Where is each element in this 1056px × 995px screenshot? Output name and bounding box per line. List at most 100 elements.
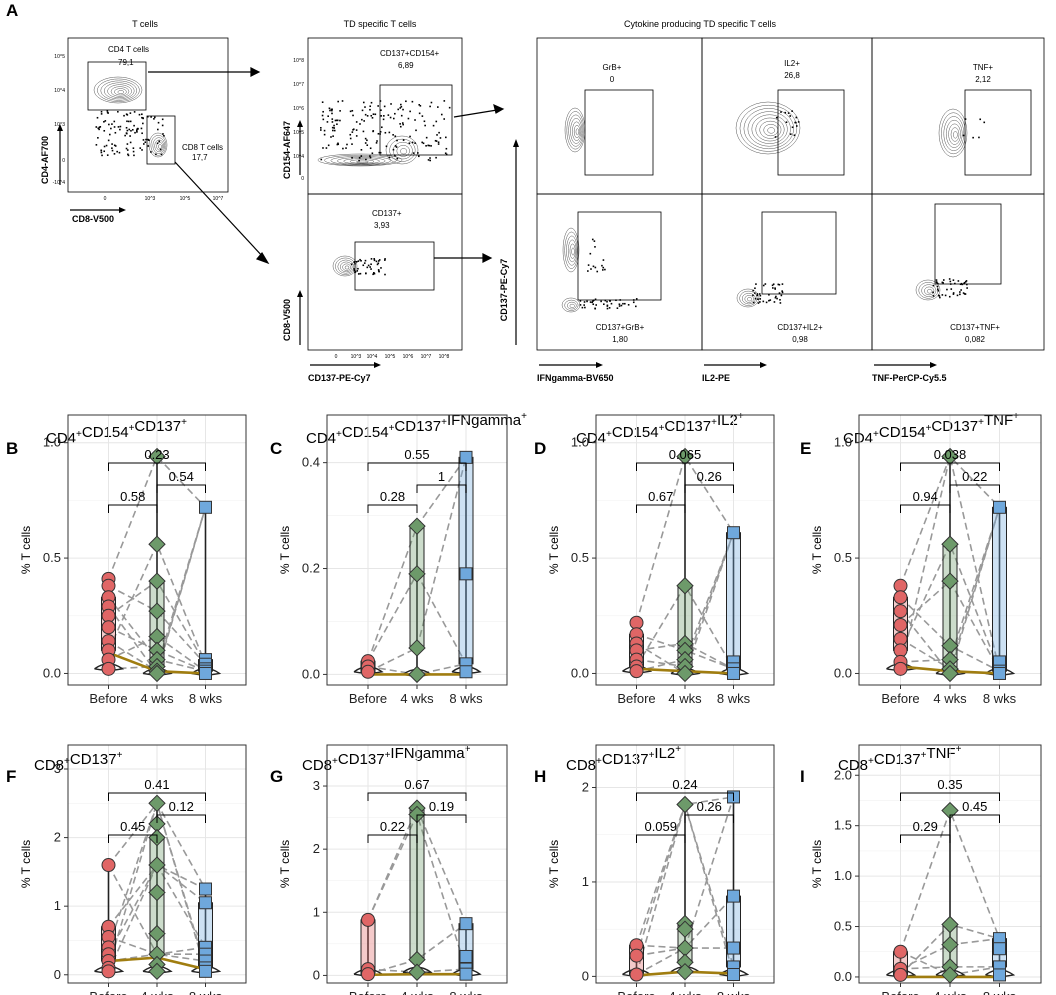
- bracket-before-8wks: [108, 462, 206, 471]
- cd4-grb-contour: [566, 111, 585, 150]
- t-cells-y-tick: 10^4: [54, 88, 65, 94]
- bracket-4wks-8wks-label: 0.19: [429, 799, 454, 814]
- event-dot: [328, 107, 331, 110]
- event-dot: [371, 152, 374, 155]
- event-dot: [147, 115, 149, 118]
- event-dot: [963, 281, 966, 284]
- cd4-grb-contour: [572, 121, 582, 141]
- event-dot: [106, 110, 109, 112]
- cytokine-contours: [561, 101, 986, 313]
- event-dot: [380, 126, 383, 129]
- event-dot: [97, 137, 99, 139]
- cd8-contour: [332, 255, 358, 277]
- y-tick-label: 0: [54, 967, 61, 982]
- event-dot: [789, 133, 792, 135]
- event-dot: [377, 269, 380, 271]
- cd8-grb-contour: [571, 247, 575, 256]
- event-dot: [349, 137, 352, 140]
- x-tick-label: 8 wks: [717, 989, 751, 995]
- x-tick-label: 4 wks: [668, 691, 702, 706]
- box: [992, 506, 1007, 672]
- event-dot: [752, 301, 755, 304]
- event-dot: [579, 304, 582, 306]
- panel-label: I: [800, 767, 805, 786]
- panel-label: G: [270, 767, 283, 786]
- bracket-4wks-8wks: [684, 484, 734, 493]
- bracket-before-4wks-label: 0.58: [120, 489, 145, 504]
- event-dot: [593, 240, 596, 242]
- event-dot: [380, 267, 382, 269]
- tnf-top-gate: [964, 89, 1032, 176]
- event-dot: [776, 297, 778, 300]
- event-dot: [128, 128, 131, 131]
- point-8wks: [727, 889, 740, 903]
- event-dot: [369, 155, 371, 157]
- chart-title: CD8+CD137+TNF+: [838, 744, 962, 774]
- cd8-population-contour: [148, 132, 168, 158]
- t-cells-y-tick: 0: [62, 158, 65, 164]
- y-tick-label: 0.0: [43, 665, 61, 680]
- event-dot: [417, 152, 419, 154]
- event-dot: [394, 112, 396, 115]
- event-dot: [402, 108, 404, 111]
- grb-top-gate-value: 0: [610, 75, 615, 84]
- event-dot: [369, 108, 371, 111]
- cd8-il2-contour: [736, 288, 760, 308]
- event-dot: [791, 110, 793, 112]
- event-dot: [136, 127, 139, 130]
- event-dot: [362, 101, 365, 104]
- event-dot: [379, 100, 382, 102]
- event-dot: [768, 299, 770, 302]
- bracket-before-8wks-label: 0.065: [669, 447, 702, 462]
- pairing-line: [108, 626, 206, 672]
- event-dot: [602, 269, 604, 271]
- point-8wks: [459, 917, 473, 931]
- event-dot: [418, 104, 421, 106]
- event-dot: [966, 283, 968, 286]
- event-dot: [591, 301, 593, 304]
- event-dot: [113, 126, 116, 128]
- y-axis-label: % T cells: [547, 526, 561, 574]
- y-tick-label: 0.4: [302, 455, 320, 470]
- event-dot: [322, 110, 324, 113]
- event-dot: [768, 293, 770, 296]
- event-dot: [372, 130, 375, 132]
- event-dot: [759, 294, 762, 297]
- event-dot: [134, 131, 136, 134]
- event-dot: [336, 119, 339, 122]
- cd4-contour: [356, 160, 369, 163]
- pairing-line: [367, 923, 467, 975]
- event-dot: [609, 299, 611, 302]
- event-dot: [100, 149, 103, 152]
- event-dot: [583, 304, 585, 306]
- event-dot: [395, 146, 398, 148]
- cd8-tnf-contour: [921, 284, 937, 297]
- event-dot: [362, 130, 365, 133]
- event-dot: [762, 300, 765, 303]
- points-4wks: [148, 794, 166, 981]
- event-dot: [591, 238, 594, 241]
- event-dot: [349, 133, 352, 136]
- event-dot: [949, 280, 952, 283]
- significance-brackets: 0.350.45 0.29: [900, 777, 1000, 843]
- y-tick-label: 0.5: [43, 550, 61, 565]
- event-dot: [618, 305, 621, 307]
- event-dot: [153, 118, 155, 120]
- event-dot: [606, 300, 608, 303]
- event-dot: [325, 147, 328, 149]
- event-dot: [351, 109, 354, 112]
- td-y-ticks: 10^8 10^7 10^6 10^5 10^4 0: [293, 58, 304, 182]
- event-dot: [756, 294, 759, 297]
- event-dot: [364, 113, 367, 116]
- event-dot: [370, 258, 373, 260]
- event-dot: [601, 264, 603, 267]
- point-before: [361, 912, 375, 927]
- bracket-before-8wks: [367, 792, 467, 801]
- points-before: [101, 858, 116, 979]
- bracket-before-8wks-label: 0.35: [937, 777, 962, 792]
- y-tick-label: 2: [582, 780, 589, 795]
- cd8-il2-contour: [739, 290, 758, 306]
- y-tick-label: 1.0: [834, 868, 852, 883]
- box: [409, 807, 425, 961]
- event-dot: [594, 246, 596, 248]
